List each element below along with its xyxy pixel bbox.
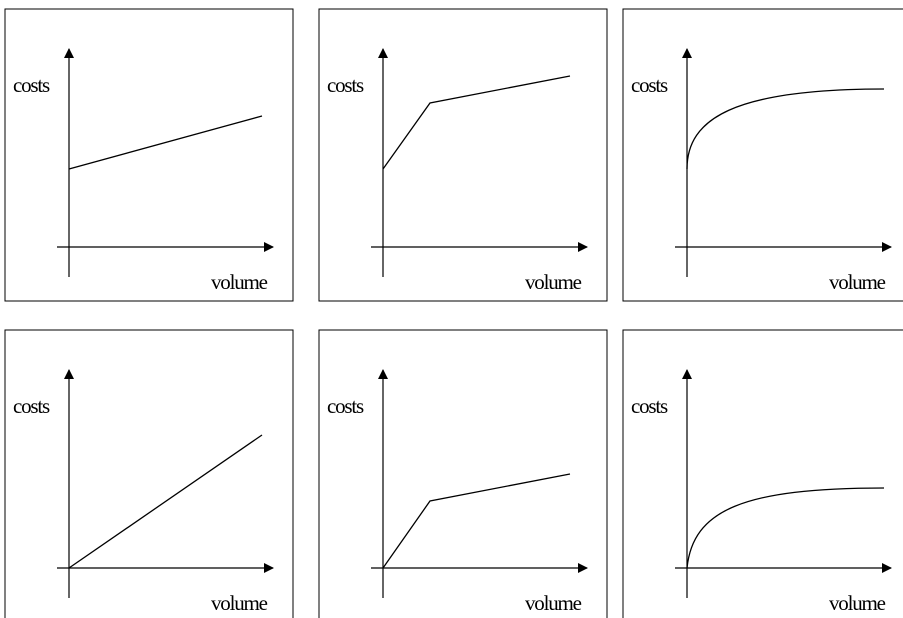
panel-5: costs volume <box>318 329 608 618</box>
cost-curve <box>382 75 571 170</box>
cost-curve <box>382 473 571 569</box>
x-axis-label: volume <box>829 591 886 615</box>
cost-curve <box>68 115 263 170</box>
cost-curve <box>686 88 885 170</box>
cost-curve <box>68 434 263 569</box>
panel-frame <box>622 329 903 618</box>
y-axis-label: costs <box>13 73 50 97</box>
y-axis-label: costs <box>327 394 364 418</box>
panel-3: costs volume <box>622 8 903 302</box>
y-axis-label: costs <box>631 73 668 97</box>
panel-1: costs volume <box>4 8 294 302</box>
panel-frame <box>318 329 608 618</box>
x-axis-label: volume <box>829 270 886 294</box>
x-axis-label: volume <box>211 270 268 294</box>
x-axis-label: volume <box>211 591 268 615</box>
panel-frame <box>4 8 294 302</box>
panel-frame <box>318 8 608 302</box>
panel-frame <box>622 8 903 302</box>
x-axis-label: volume <box>525 270 582 294</box>
panel-6: costs volume <box>622 329 903 618</box>
y-axis-label: costs <box>13 394 50 418</box>
y-axis-label: costs <box>327 73 364 97</box>
panel-2: costs volume <box>318 8 608 302</box>
panel-4: costs volume <box>4 329 294 618</box>
cost-curve <box>686 487 885 569</box>
y-axis-label: costs <box>631 394 668 418</box>
x-axis-label: volume <box>525 591 582 615</box>
panel-frame <box>4 329 294 618</box>
